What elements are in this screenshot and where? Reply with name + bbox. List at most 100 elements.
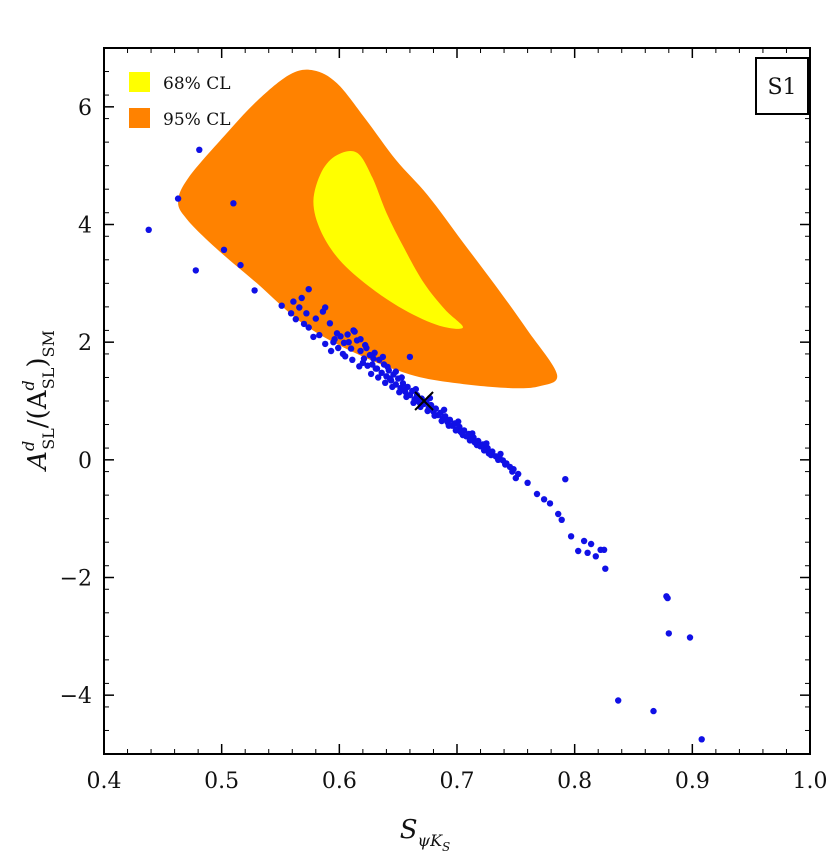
scatter-point (357, 336, 364, 343)
x-tick-label: 0.6 (322, 769, 357, 794)
scatter-point (665, 630, 672, 637)
scatter-point (287, 310, 295, 317)
panel-label-box: S1 (755, 57, 809, 115)
scatter-point (483, 440, 490, 447)
scatter-point (555, 510, 562, 518)
scatter-point (575, 547, 582, 555)
scatter-point (650, 707, 657, 715)
scatter-point (495, 456, 502, 463)
scatter-point (303, 310, 310, 317)
scatter-point (440, 406, 448, 413)
scatter-point (378, 369, 385, 376)
scatter-point (389, 383, 396, 391)
y-axis-title: AdSL/(AdSL)SM (19, 330, 58, 472)
scatter-point (347, 345, 355, 352)
scatter-point (412, 386, 419, 393)
scatter-point (469, 430, 476, 437)
scatter-point (371, 349, 378, 356)
scatter-point (602, 565, 609, 572)
sm-marker (414, 391, 434, 411)
scatter-point (278, 302, 285, 309)
scatter-point (533, 490, 541, 498)
x-axis-title: SψKS (400, 815, 451, 854)
scatter-point (237, 261, 244, 269)
scatter-point (362, 341, 369, 349)
scatter-point (400, 386, 408, 393)
scatter-point (220, 246, 228, 253)
scatter-point (192, 267, 199, 274)
scatter-point (509, 468, 516, 475)
scatter-point (326, 320, 334, 327)
scatter-point (174, 195, 182, 202)
y-tick-label: 2 (78, 331, 92, 356)
scatter-point (584, 549, 591, 556)
scatter-point (251, 287, 258, 294)
scatter-point (455, 418, 462, 425)
scatter-point (485, 450, 492, 457)
scatter-point (398, 374, 405, 381)
scatter-point (322, 304, 329, 311)
legend-label-95: 95% CL (163, 110, 231, 130)
scatter-point (230, 200, 237, 207)
scatter-point (567, 533, 575, 540)
region-68-cl (313, 150, 463, 329)
scatter-point (316, 331, 323, 339)
scatter-point (375, 374, 382, 381)
x-tick-label: 0.5 (204, 769, 239, 794)
scatter-point (305, 286, 312, 293)
scatter-point (382, 379, 389, 386)
scatter-point (372, 365, 379, 372)
scatter-point (399, 380, 407, 387)
scatter-point (445, 422, 452, 429)
legend: 68% CL 95% CL (129, 72, 231, 130)
scatter-point (600, 546, 608, 553)
scatter-point (357, 347, 364, 355)
y-tick-label: −2 (60, 567, 92, 592)
scatter-point (359, 359, 367, 366)
scatter-point (322, 340, 329, 348)
scatter-point (457, 428, 464, 435)
scatter-point (392, 368, 399, 375)
scatter-point (145, 226, 152, 233)
scatter-point (431, 412, 438, 419)
scatter-point (396, 389, 403, 396)
scatter-point (558, 516, 565, 523)
scatter-point (367, 370, 375, 378)
scatter-point (592, 553, 599, 560)
confidence-regions (178, 69, 558, 389)
scatter-point (386, 375, 394, 382)
scatter-point (384, 363, 391, 371)
scatter-point (502, 461, 509, 468)
panel-label: S1 (767, 75, 796, 100)
scatter-point (364, 362, 371, 369)
scatter-point (403, 393, 410, 401)
scatter-point (300, 320, 308, 328)
scatter-point (443, 416, 450, 423)
scatter-point (415, 396, 422, 403)
scatter-point (337, 333, 344, 340)
y-tick-label: 4 (78, 214, 92, 239)
scatter-point (497, 450, 504, 458)
scatter-point (587, 540, 595, 548)
scatter-point (312, 315, 319, 322)
scatter-point (349, 356, 356, 363)
scatter-point (335, 344, 342, 352)
y-tick-label: 0 (78, 449, 92, 474)
x-tick-label: 0.8 (557, 769, 592, 794)
scatter-point (471, 439, 478, 446)
scatter-point (524, 479, 531, 486)
x-tick-label: 0.9 (675, 769, 710, 794)
x-tick-label: 1.0 (793, 769, 828, 794)
scatter-point (562, 476, 569, 483)
scatter-point (546, 500, 554, 507)
scatter-point (331, 336, 338, 343)
scatter-point (339, 350, 347, 358)
x-tick-label: 0.4 (87, 769, 122, 794)
scatter-point (515, 470, 522, 478)
y-tick-label: −4 (60, 684, 92, 709)
legend-swatch-68 (129, 72, 150, 92)
scatter-point (305, 324, 312, 331)
scatter-point (379, 353, 387, 361)
scatter-points (145, 146, 705, 743)
